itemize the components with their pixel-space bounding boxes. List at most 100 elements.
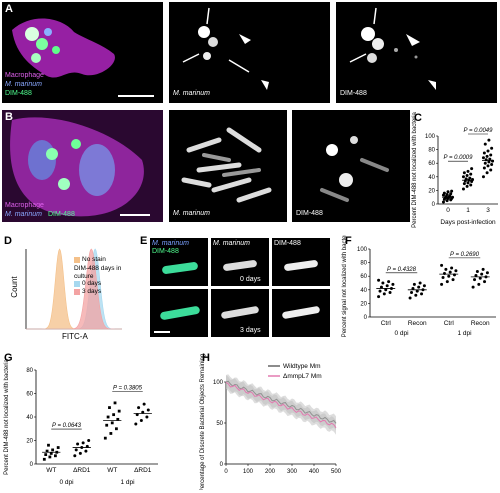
data-point — [146, 408, 150, 412]
y-tick-label: 20 — [26, 439, 33, 445]
x-tick-label: 400 — [309, 469, 320, 475]
bacterium-rod — [159, 305, 201, 321]
data-point — [382, 292, 386, 296]
data-point — [482, 166, 486, 170]
y-axis-label: Percentage of Discrete Bacterial Objects… — [200, 354, 206, 490]
data-point — [87, 439, 91, 442]
legend-marinum: M. marinum — [5, 81, 42, 88]
data-point — [381, 281, 385, 285]
scale-bar — [120, 214, 150, 216]
y-tick-label: 60 — [26, 392, 33, 398]
data-point — [442, 191, 446, 195]
chart-d — [25, 248, 122, 330]
data-point — [116, 417, 120, 421]
data-point — [465, 184, 469, 188]
data-point — [103, 436, 107, 440]
p-value-label: P = 0.2690 — [450, 252, 480, 258]
data-point — [145, 415, 149, 419]
data-point — [388, 291, 392, 295]
data-point — [56, 446, 60, 449]
data-point — [110, 421, 114, 425]
data-point — [85, 444, 89, 448]
panel-a-merge-image — [12, 18, 115, 78]
data-point — [414, 293, 418, 297]
caption-b-dim488: DIM-488 — [296, 210, 323, 217]
histogram-2 — [26, 248, 122, 330]
legend-label: Wildtype Mm — [283, 363, 321, 370]
data-point — [422, 284, 426, 288]
data-point — [377, 295, 381, 299]
panel-label-a: A — [5, 3, 13, 15]
data-point — [446, 190, 450, 194]
data-point — [448, 270, 452, 274]
legend-b-marinum: M. marinum — [5, 211, 42, 218]
panel-a-merge: A Macrophage M. marinum DIM-488 — [2, 2, 163, 103]
chart-g: 0 20 40 60 80 WT ΔRD1 WT ΔRD1 P = 0.0643 P = 0.380… — [4, 358, 158, 486]
y-tick-label: 20 — [360, 301, 367, 307]
data-point — [450, 266, 454, 270]
swatch-day3 — [74, 289, 80, 295]
data-point — [441, 200, 445, 204]
p-value-label: P = 0.0643 — [52, 423, 82, 429]
panel-e-r2c1 — [150, 289, 208, 337]
p-value-label: P = 0.0049 — [464, 128, 494, 134]
data-point — [113, 401, 117, 405]
data-point — [485, 271, 489, 275]
bacterium-rod — [283, 259, 319, 272]
legend-nostain-label: No stain — [82, 256, 106, 263]
data-point — [483, 161, 487, 165]
data-point — [447, 274, 451, 278]
legend-day3-label: 3 days — [82, 288, 102, 295]
data-point — [464, 177, 468, 181]
data-point — [462, 182, 466, 186]
e-col3: DIM-488 — [274, 240, 301, 247]
data-point — [412, 282, 416, 286]
y-tick-label: 0 — [364, 315, 368, 321]
x-tick-label: 200 — [265, 469, 276, 475]
data-point — [441, 276, 445, 280]
caption-dim488: DIM-488 — [340, 90, 367, 97]
d-legend-sub: DIM-488 days in culture — [74, 265, 122, 280]
data-point — [451, 278, 455, 282]
panel-b-merge-image — [2, 110, 163, 222]
panel-b-dim488-image — [320, 136, 389, 202]
x-tick-label: WT — [46, 467, 56, 474]
data-point — [481, 175, 485, 179]
bacterium-rod — [220, 305, 260, 320]
data-point — [105, 423, 109, 427]
data-point — [379, 285, 383, 289]
p-value-label: P = 0.0009 — [444, 155, 474, 161]
e-row2: 3 days — [240, 327, 261, 334]
data-point — [54, 454, 57, 458]
x-tick-label: Ctrl — [444, 320, 455, 327]
data-point — [475, 269, 479, 273]
y-tick-label: 50 — [216, 421, 223, 427]
x-tick-label: ΔRD1 — [73, 467, 91, 474]
data-point — [378, 289, 382, 293]
data-point — [482, 151, 486, 155]
y-axis-label: Percent DIM-488 not localized with bacte… — [4, 358, 10, 474]
data-point — [49, 452, 53, 455]
data-point — [420, 292, 424, 296]
legend-b-macrophage: Macrophage — [5, 202, 44, 209]
x-tick-label: Recon — [408, 320, 427, 327]
data-point — [117, 409, 121, 413]
x-tick-label: 300 — [287, 469, 298, 475]
data-point — [84, 449, 88, 453]
x-tick-label: 500 — [331, 469, 342, 475]
e-legend-dim488: DIM-488 — [152, 248, 179, 255]
data-point — [76, 442, 80, 446]
bacterium-rod — [281, 305, 321, 320]
y-tick-label: 80 — [26, 368, 33, 374]
legend-label: ΔmmpL7 Mm — [283, 373, 322, 380]
data-point — [48, 455, 52, 459]
data-point — [387, 280, 391, 284]
data-point — [417, 285, 421, 289]
data-point — [410, 291, 414, 295]
data-point — [115, 427, 118, 431]
data-point — [466, 169, 470, 173]
panel-label-b: B — [5, 111, 13, 123]
data-point — [112, 413, 116, 417]
series-line-1 — [225, 381, 337, 429]
x-tick-label: 1 — [466, 207, 470, 214]
